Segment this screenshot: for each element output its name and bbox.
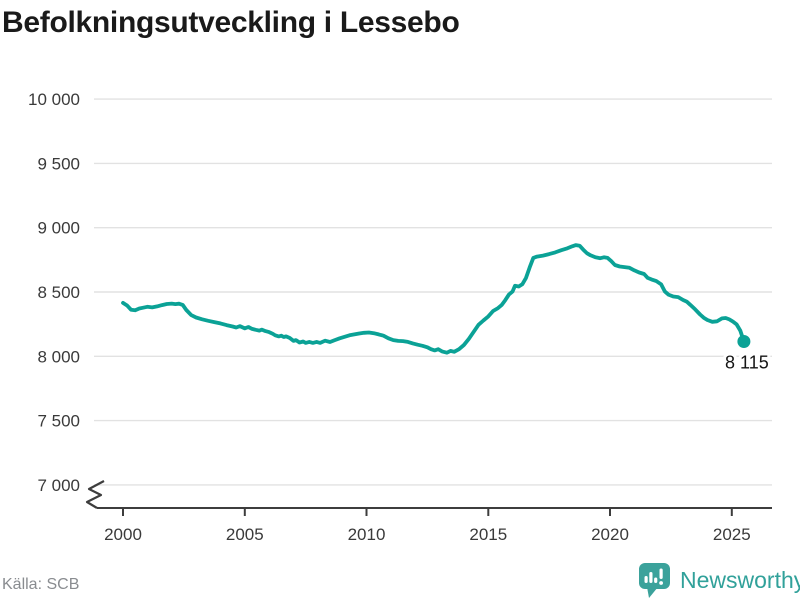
logo-exclamation-icon xyxy=(659,568,663,579)
source-caption: Källa: SCB xyxy=(2,576,80,593)
logo-exclamation-dot-icon xyxy=(659,580,663,585)
x-axis-label: 2025 xyxy=(713,525,751,544)
x-axis-label: 2010 xyxy=(348,525,386,544)
x-axis-label: 2015 xyxy=(469,525,507,544)
x-axis-label: 2000 xyxy=(104,525,142,544)
logo-bar-icon xyxy=(649,571,653,583)
y-axis-label: 10 000 xyxy=(28,90,80,109)
newsworthy-logo[interactable]: Newsworthy xyxy=(638,561,800,599)
x-axis-label: 2005 xyxy=(226,525,264,544)
y-axis-label: 9 500 xyxy=(37,154,80,173)
y-axis-break-icon xyxy=(85,480,105,509)
chart-title: Befolkningsutveckling i Lessebo xyxy=(2,6,460,39)
y-axis-label: 7 500 xyxy=(37,412,80,431)
newsworthy-logo-text: Newsworthy xyxy=(680,566,800,593)
y-axis-label: 7 000 xyxy=(37,476,80,495)
y-axis-label: 8 500 xyxy=(37,283,80,302)
y-axis-label: 8 000 xyxy=(37,347,80,366)
logo-bar-icon xyxy=(654,577,658,583)
x-axis-label: 2020 xyxy=(591,525,629,544)
logo-bar-icon xyxy=(644,575,648,583)
y-axis-label: 9 000 xyxy=(37,219,80,238)
speech-bubble-shape xyxy=(639,562,670,589)
latest-value-label: 8 115 xyxy=(725,353,769,373)
latest-value-marker xyxy=(737,335,751,348)
speech-bubble-tail xyxy=(647,586,658,598)
newsworthy-logo-icon xyxy=(639,562,670,598)
latest-value-label-halo: 8 115 xyxy=(725,353,769,373)
population-line xyxy=(121,243,746,355)
